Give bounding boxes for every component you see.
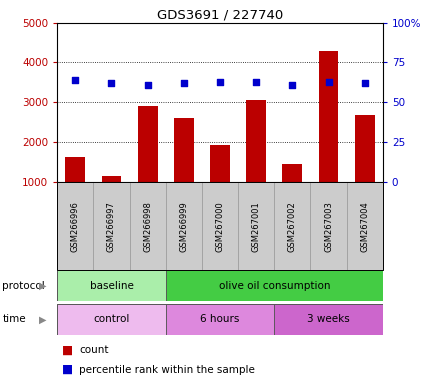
- Bar: [174, 118, 194, 182]
- Bar: [355, 115, 375, 182]
- Bar: [138, 106, 158, 182]
- Text: GSM266999: GSM266999: [180, 201, 188, 252]
- Text: GSM266998: GSM266998: [143, 201, 152, 252]
- Point: [361, 80, 368, 86]
- Text: baseline: baseline: [89, 281, 133, 291]
- Bar: [166, 304, 274, 335]
- Text: GSM266996: GSM266996: [71, 201, 80, 252]
- Text: 6 hours: 6 hours: [200, 314, 240, 324]
- Text: GSM267000: GSM267000: [216, 201, 224, 252]
- Point: [72, 77, 79, 83]
- Text: GSM266997: GSM266997: [107, 201, 116, 252]
- Text: GSM267003: GSM267003: [324, 201, 333, 252]
- Point: [289, 82, 296, 88]
- Text: ■: ■: [62, 344, 73, 357]
- Text: count: count: [79, 345, 109, 355]
- Point: [144, 82, 151, 88]
- Title: GDS3691 / 227740: GDS3691 / 227740: [157, 8, 283, 22]
- Bar: [274, 304, 383, 335]
- Text: GSM267001: GSM267001: [252, 201, 260, 252]
- Text: ▶: ▶: [39, 281, 47, 291]
- Text: olive oil consumption: olive oil consumption: [219, 281, 330, 291]
- Bar: [166, 270, 383, 301]
- Text: protocol: protocol: [2, 281, 45, 291]
- Bar: [102, 175, 121, 182]
- Bar: [210, 146, 230, 182]
- Text: 3 weeks: 3 weeks: [307, 314, 350, 324]
- Text: time: time: [2, 314, 26, 324]
- Point: [180, 80, 187, 86]
- Text: GSM267002: GSM267002: [288, 201, 297, 252]
- Text: ■: ■: [62, 363, 73, 376]
- Text: control: control: [93, 314, 130, 324]
- Text: GSM267004: GSM267004: [360, 201, 369, 252]
- Text: percentile rank within the sample: percentile rank within the sample: [79, 365, 255, 375]
- Bar: [319, 51, 338, 182]
- Bar: [57, 270, 166, 301]
- Bar: [66, 157, 85, 182]
- Point: [253, 79, 260, 85]
- Point: [325, 79, 332, 85]
- Point: [108, 80, 115, 86]
- Bar: [57, 304, 166, 335]
- Point: [216, 79, 224, 85]
- Text: ▶: ▶: [39, 314, 47, 324]
- Bar: [246, 100, 266, 182]
- Bar: [282, 164, 302, 182]
